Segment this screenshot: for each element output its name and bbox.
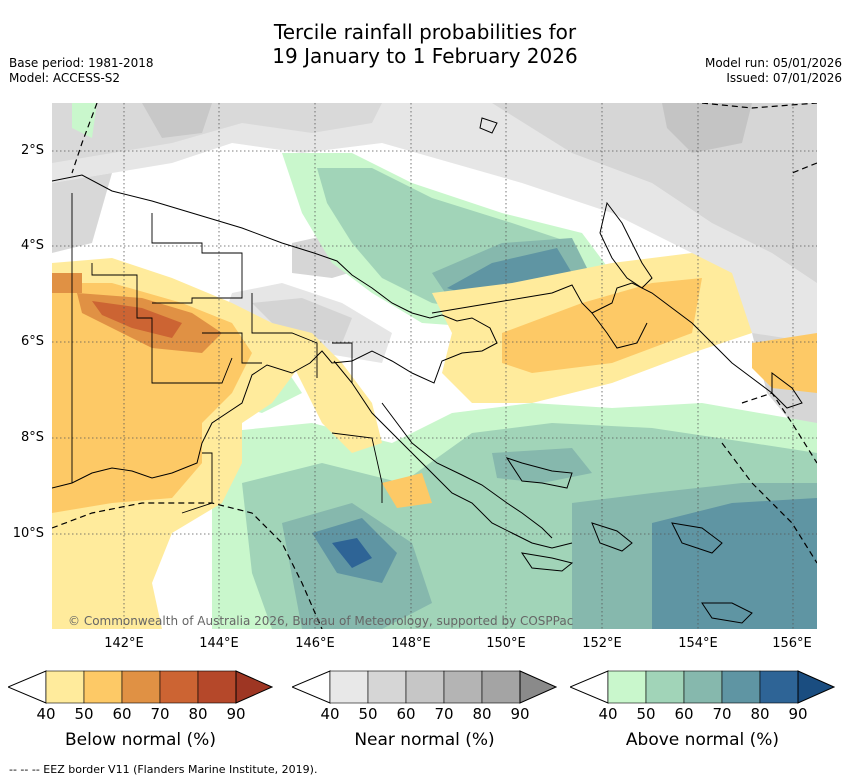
near-tick-50: 50 xyxy=(358,705,378,723)
province-borders xyxy=(71,193,383,514)
title-line-2: 19 January to 1 February 2026 xyxy=(272,44,578,68)
below-tick-50: 50 xyxy=(74,705,94,723)
below-normal-colorbar xyxy=(6,670,274,705)
run-info: Model run: 05/01/2026 Issued: 07/01/2026 xyxy=(705,56,842,86)
above-normal-title: Above normal (%) xyxy=(625,730,780,750)
above-tick-90: 90 xyxy=(788,705,808,723)
below-tick-60: 60 xyxy=(112,705,132,723)
below-tick-80: 80 xyxy=(188,705,208,723)
near-tick-90: 90 xyxy=(510,705,530,723)
below-tick-90: 90 xyxy=(226,705,246,723)
model-label: Model: ACCESS-S2 xyxy=(9,71,121,85)
near-tick-60: 60 xyxy=(396,705,416,723)
lon-label-148e: 148°E xyxy=(391,636,431,651)
near-tick-80: 80 xyxy=(472,705,492,723)
above-tick-60: 60 xyxy=(674,705,694,723)
probability-map xyxy=(52,103,817,629)
lat-label-6s: 6°S xyxy=(20,334,44,349)
above-tick-70: 70 xyxy=(712,705,732,723)
issued-label: Issued: 07/01/2026 xyxy=(726,71,842,85)
lon-label-152e: 152°E xyxy=(582,636,622,651)
lat-label-10s: 10°S xyxy=(12,526,44,541)
above-normal-colorbar xyxy=(568,670,836,705)
eez-borders xyxy=(52,103,817,629)
above-tick-40: 40 xyxy=(598,705,618,723)
above-tick-80: 80 xyxy=(750,705,770,723)
lat-label-8s: 8°S xyxy=(20,430,44,445)
title-line-1: Tercile rainfall probabilities for xyxy=(273,20,577,44)
below-normal-shading xyxy=(52,253,817,629)
model-info: Base period: 1981-2018 Model: ACCESS-S2 xyxy=(9,56,154,86)
lon-label-156e: 156°E xyxy=(772,636,812,651)
map-panel[interactable] xyxy=(52,103,817,629)
coastlines xyxy=(52,117,803,624)
near-normal-colorbar xyxy=(290,670,558,705)
lon-label-146e: 146°E xyxy=(295,636,335,651)
near-tick-70: 70 xyxy=(434,705,454,723)
above-tick-50: 50 xyxy=(636,705,656,723)
eez-footnote: -- -- -- EEZ border V11 (Flanders Marine… xyxy=(9,763,318,776)
below-normal-title: Below normal (%) xyxy=(65,730,216,750)
lat-label-2s: 2°S xyxy=(20,143,44,158)
map-gridlines xyxy=(52,103,817,629)
map-title: Tercile rainfall probabilities for 19 Ja… xyxy=(0,20,850,68)
lon-label-154e: 154°E xyxy=(678,636,718,651)
lon-label-150e: 150°E xyxy=(486,636,526,651)
below-tick-70: 70 xyxy=(150,705,170,723)
base-period-label: Base period: 1981-2018 xyxy=(9,56,154,70)
lon-label-144e: 144°E xyxy=(199,636,239,651)
copyright-notice: © Commonwealth of Australia 2026, Bureau… xyxy=(68,614,574,628)
lon-label-142e: 142°E xyxy=(104,636,144,651)
near-tick-40: 40 xyxy=(320,705,340,723)
model-run-label: Model run: 05/01/2026 xyxy=(704,56,842,70)
near-normal-title: Near normal (%) xyxy=(354,730,495,750)
below-tick-40: 40 xyxy=(36,705,56,723)
lat-label-4s: 4°S xyxy=(20,238,44,253)
